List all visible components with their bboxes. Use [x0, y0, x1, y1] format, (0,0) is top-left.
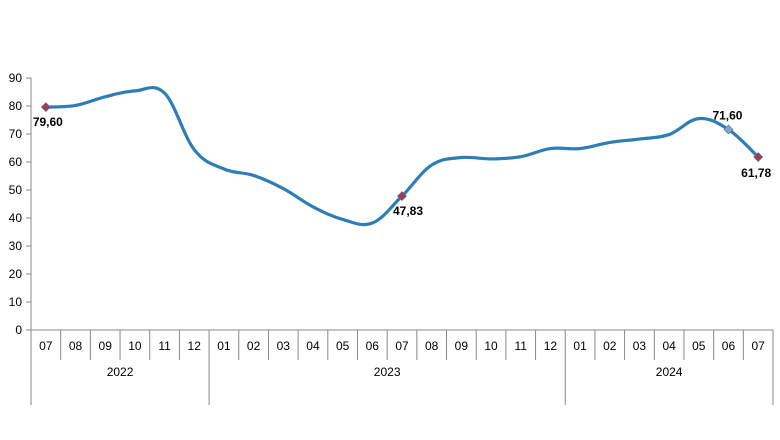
x-tick-label: 04	[306, 339, 320, 353]
data-label: 79,60	[33, 115, 63, 129]
y-tick-label: 60	[9, 155, 23, 169]
y-tick-label: 40	[9, 211, 23, 225]
y-tick-label: 10	[9, 295, 23, 309]
y-tick-label: 50	[9, 183, 23, 197]
y-tick-label: 0	[15, 323, 22, 337]
y-tick-label: 20	[9, 267, 23, 281]
x-tick-label: 04	[662, 339, 676, 353]
x-tick-label: 12	[544, 339, 558, 353]
x-year-label: 2023	[374, 365, 401, 379]
x-tick-label: 09	[99, 339, 113, 353]
x-tick-label: 10	[484, 339, 498, 353]
x-tick-label: 09	[455, 339, 469, 353]
x-tick-label: 12	[188, 339, 202, 353]
x-tick-label: 10	[128, 339, 142, 353]
x-tick-label: 08	[69, 339, 83, 353]
y-tick-label: 70	[9, 127, 23, 141]
y-tick-label: 80	[9, 99, 23, 113]
y-tick-label: 90	[9, 71, 23, 85]
x-year-label: 2024	[656, 365, 683, 379]
data-point-marker	[397, 191, 407, 202]
data-label: 47,83	[393, 204, 423, 218]
data-label: 71,60	[712, 109, 742, 123]
x-tick-label: 03	[633, 339, 647, 353]
x-tick-label: 05	[336, 339, 350, 353]
x-tick-label: 07	[395, 339, 409, 353]
x-tick-label: 08	[425, 339, 439, 353]
x-tick-label: 11	[158, 339, 171, 353]
x-axis: 07 08 09 10 11 12 01 02 03 04 05 06 07 08 09 10 11 12 01 02…	[30, 329, 774, 405]
data-point-marker	[753, 152, 764, 162]
x-tick-label: 07	[39, 339, 53, 353]
y-axis: 0 10 20 30 40 50 60 70 80 90	[9, 71, 32, 337]
x-tick-label: 01	[217, 339, 231, 353]
x-tick-label: 02	[247, 339, 261, 353]
data-labels: 79,60 47,83 71,60 61,78	[33, 109, 772, 219]
x-tick-label: 06	[722, 339, 736, 353]
x-tick-label: 01	[573, 339, 587, 353]
data-point-marker	[723, 124, 734, 135]
data-markers	[40, 102, 764, 202]
x-tick-label: 03	[277, 339, 291, 353]
x-tick-label: 02	[603, 339, 617, 353]
data-point-marker	[40, 102, 51, 113]
x-tick-label: 11	[514, 339, 527, 353]
x-tick-label: 05	[692, 339, 706, 353]
data-label: 61,78	[741, 166, 771, 180]
x-tick-label: 07	[751, 339, 765, 353]
x-tick-label: 06	[366, 339, 380, 353]
x-year-label: 2022	[107, 365, 134, 379]
y-tick-label: 30	[9, 239, 23, 253]
